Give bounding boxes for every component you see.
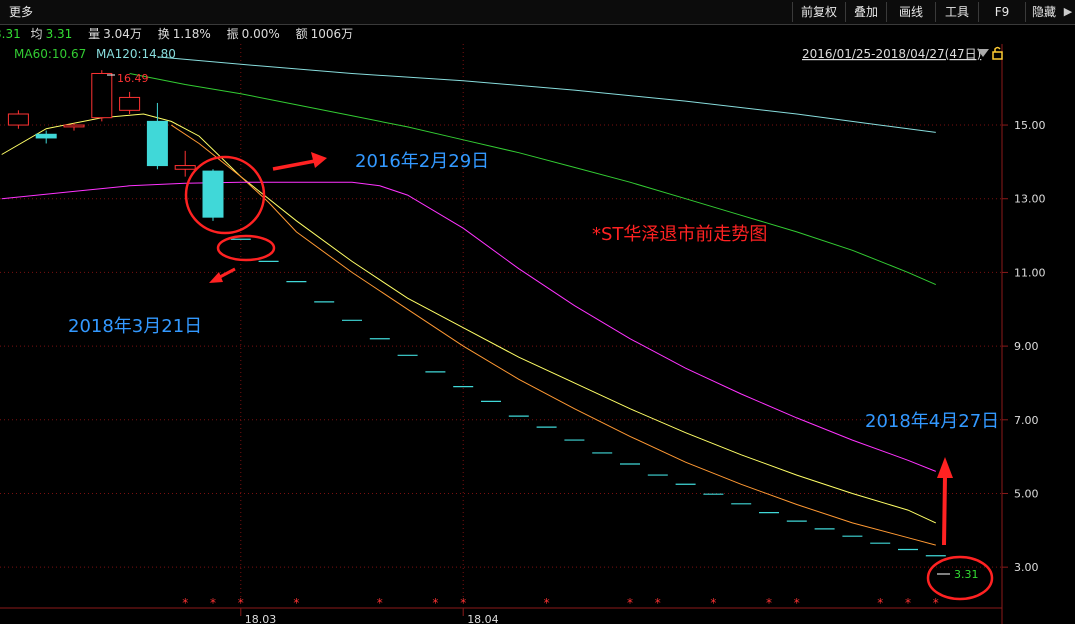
annotation-title: *ST华泽退市前走势图 (592, 224, 767, 245)
series-line-ma60 (129, 73, 937, 286)
series-line-ma30 (1, 181, 936, 472)
avg-group: 均 3.31 (31, 27, 79, 41)
star-marker-0: * (182, 596, 188, 610)
star-marker-3: * (293, 596, 299, 610)
more-button[interactable]: 更多 (8, 5, 33, 19)
arrow-up-head (937, 457, 953, 478)
series-line-ma120 (157, 56, 936, 133)
highlight-circle-2018-04 (926, 555, 994, 601)
toolbar: 更多 前复权 叠加 画线 工具 F9 隐藏 ▶ (0, 0, 1075, 25)
amplitude-group: 振 0.00% (227, 27, 286, 41)
star-marker-11: * (766, 596, 772, 610)
avg-value: 3.31 (45, 27, 73, 41)
candle-body-0 (7, 113, 29, 126)
y-tick-label-0: 15.00 (1014, 119, 1046, 132)
star-marker-7: * (544, 596, 550, 610)
y-tick-label-1: 13.00 (1014, 193, 1046, 206)
ma-lines (1, 56, 937, 546)
highlight-circle-2016 (184, 155, 266, 235)
draw-line-button[interactable]: 画线 (886, 2, 935, 22)
turnover-label: 换 (157, 27, 170, 41)
lock-icon[interactable] (992, 46, 1003, 60)
candle-body-4 (119, 96, 141, 111)
annotation-date-2: 2018年3月21日 (68, 316, 202, 337)
amount-label: 额 (295, 27, 308, 41)
candle-body-6 (174, 165, 196, 170)
avg-label: 均 (30, 27, 43, 41)
star-marker-4: * (377, 596, 383, 610)
candle-body-5 (146, 120, 168, 167)
y-tick-label-5: 5.00 (1014, 487, 1039, 500)
annotations: *ST华泽退市前走势图 2016年2月29日 2018年3月21日 2018年4… (68, 72, 999, 601)
volume-label: 量 (88, 27, 101, 41)
star-marker-13: * (877, 596, 883, 610)
y-tick-label-4: 7.00 (1014, 414, 1039, 427)
arrow-left-line (217, 267, 236, 280)
candle-body-3 (91, 72, 113, 119)
star-marker-9: * (655, 596, 661, 610)
forward-adjust-button[interactable]: 前复权 (792, 2, 845, 22)
highlight-circle-2018-03 (216, 234, 276, 262)
amount-group: 额 1006万 (296, 27, 360, 41)
turnover-group: 换 1.18% (158, 27, 217, 41)
high-price-label: 16.49 (117, 72, 149, 85)
last-price-label: 3.31 (954, 568, 979, 581)
last-price: 3.31 (0, 27, 21, 41)
ma120-legend: MA120:14.80 (96, 47, 176, 61)
annotation-date-3: 2018年4月27日 (865, 411, 999, 432)
star-marker-14: * (905, 596, 911, 610)
y-tick-label-3: 9.00 (1014, 340, 1039, 353)
limit-down-stars: * * * * * * * * * * * * * * * * (182, 596, 939, 610)
ma60-legend: MA60:10.67 (14, 47, 86, 61)
series-line-ma10 (1, 113, 937, 524)
star-marker-2: * (238, 596, 244, 610)
grid-lines (0, 44, 1002, 604)
candle-body-2 (63, 124, 85, 128)
hide-button[interactable]: 隐藏 (1025, 2, 1062, 22)
candle-body-7 (202, 170, 224, 218)
arrow-right-head (311, 152, 327, 168)
arrow-right-line (272, 159, 316, 171)
amplitude-value: 0.00% (241, 27, 280, 41)
volume-value: 3.04万 (103, 27, 142, 41)
volume-group: 量 3.04万 (88, 27, 148, 41)
star-marker-1: * (210, 596, 216, 610)
turnover-value: 1.18% (172, 27, 211, 41)
caret-down-icon[interactable] (977, 49, 989, 57)
amplitude-label: 振 (226, 27, 239, 41)
x-tick-label-0: 18.03 (245, 613, 276, 624)
star-marker-5: * (432, 596, 438, 610)
overlay-button[interactable]: 叠加 (845, 2, 886, 22)
arrow-left-head (209, 272, 223, 283)
y-tick-label-2: 11.00 (1014, 266, 1046, 279)
star-marker-8: * (627, 596, 633, 610)
star-marker-10: * (710, 596, 716, 610)
amount-value: 1006万 (310, 27, 354, 41)
star-marker-15: * (933, 596, 939, 610)
x-tick-label-1: 18.04 (467, 613, 499, 624)
star-marker-12: * (794, 596, 800, 610)
x-axis: 18.03 18.04 (0, 607, 1002, 624)
chevron-right-icon[interactable]: ▶ (1063, 5, 1073, 18)
f9-button[interactable]: F9 (978, 2, 1025, 22)
arrow-up-line (942, 475, 947, 546)
y-tick-label-6: 3.00 (1014, 561, 1039, 574)
tools-button[interactable]: 工具 (935, 2, 978, 22)
y-axis: 15.00 13.00 11.00 9.00 7.00 5.00 3.00 (1001, 44, 1046, 624)
annotation-date-1: 2016年2月29日 (355, 151, 489, 172)
star-marker-6: * (460, 596, 466, 610)
kline-chart[interactable]: * * * * * * * * * * * * * * * * 15.00 13.00 11.00 9.00 7.00… (0, 44, 1075, 624)
candle-body-1 (35, 133, 57, 139)
series-line-ma20 (171, 124, 936, 546)
date-range[interactable]: 2016/01/25-2018/04/27(47日) (802, 47, 981, 61)
candles (7, 70, 946, 557)
